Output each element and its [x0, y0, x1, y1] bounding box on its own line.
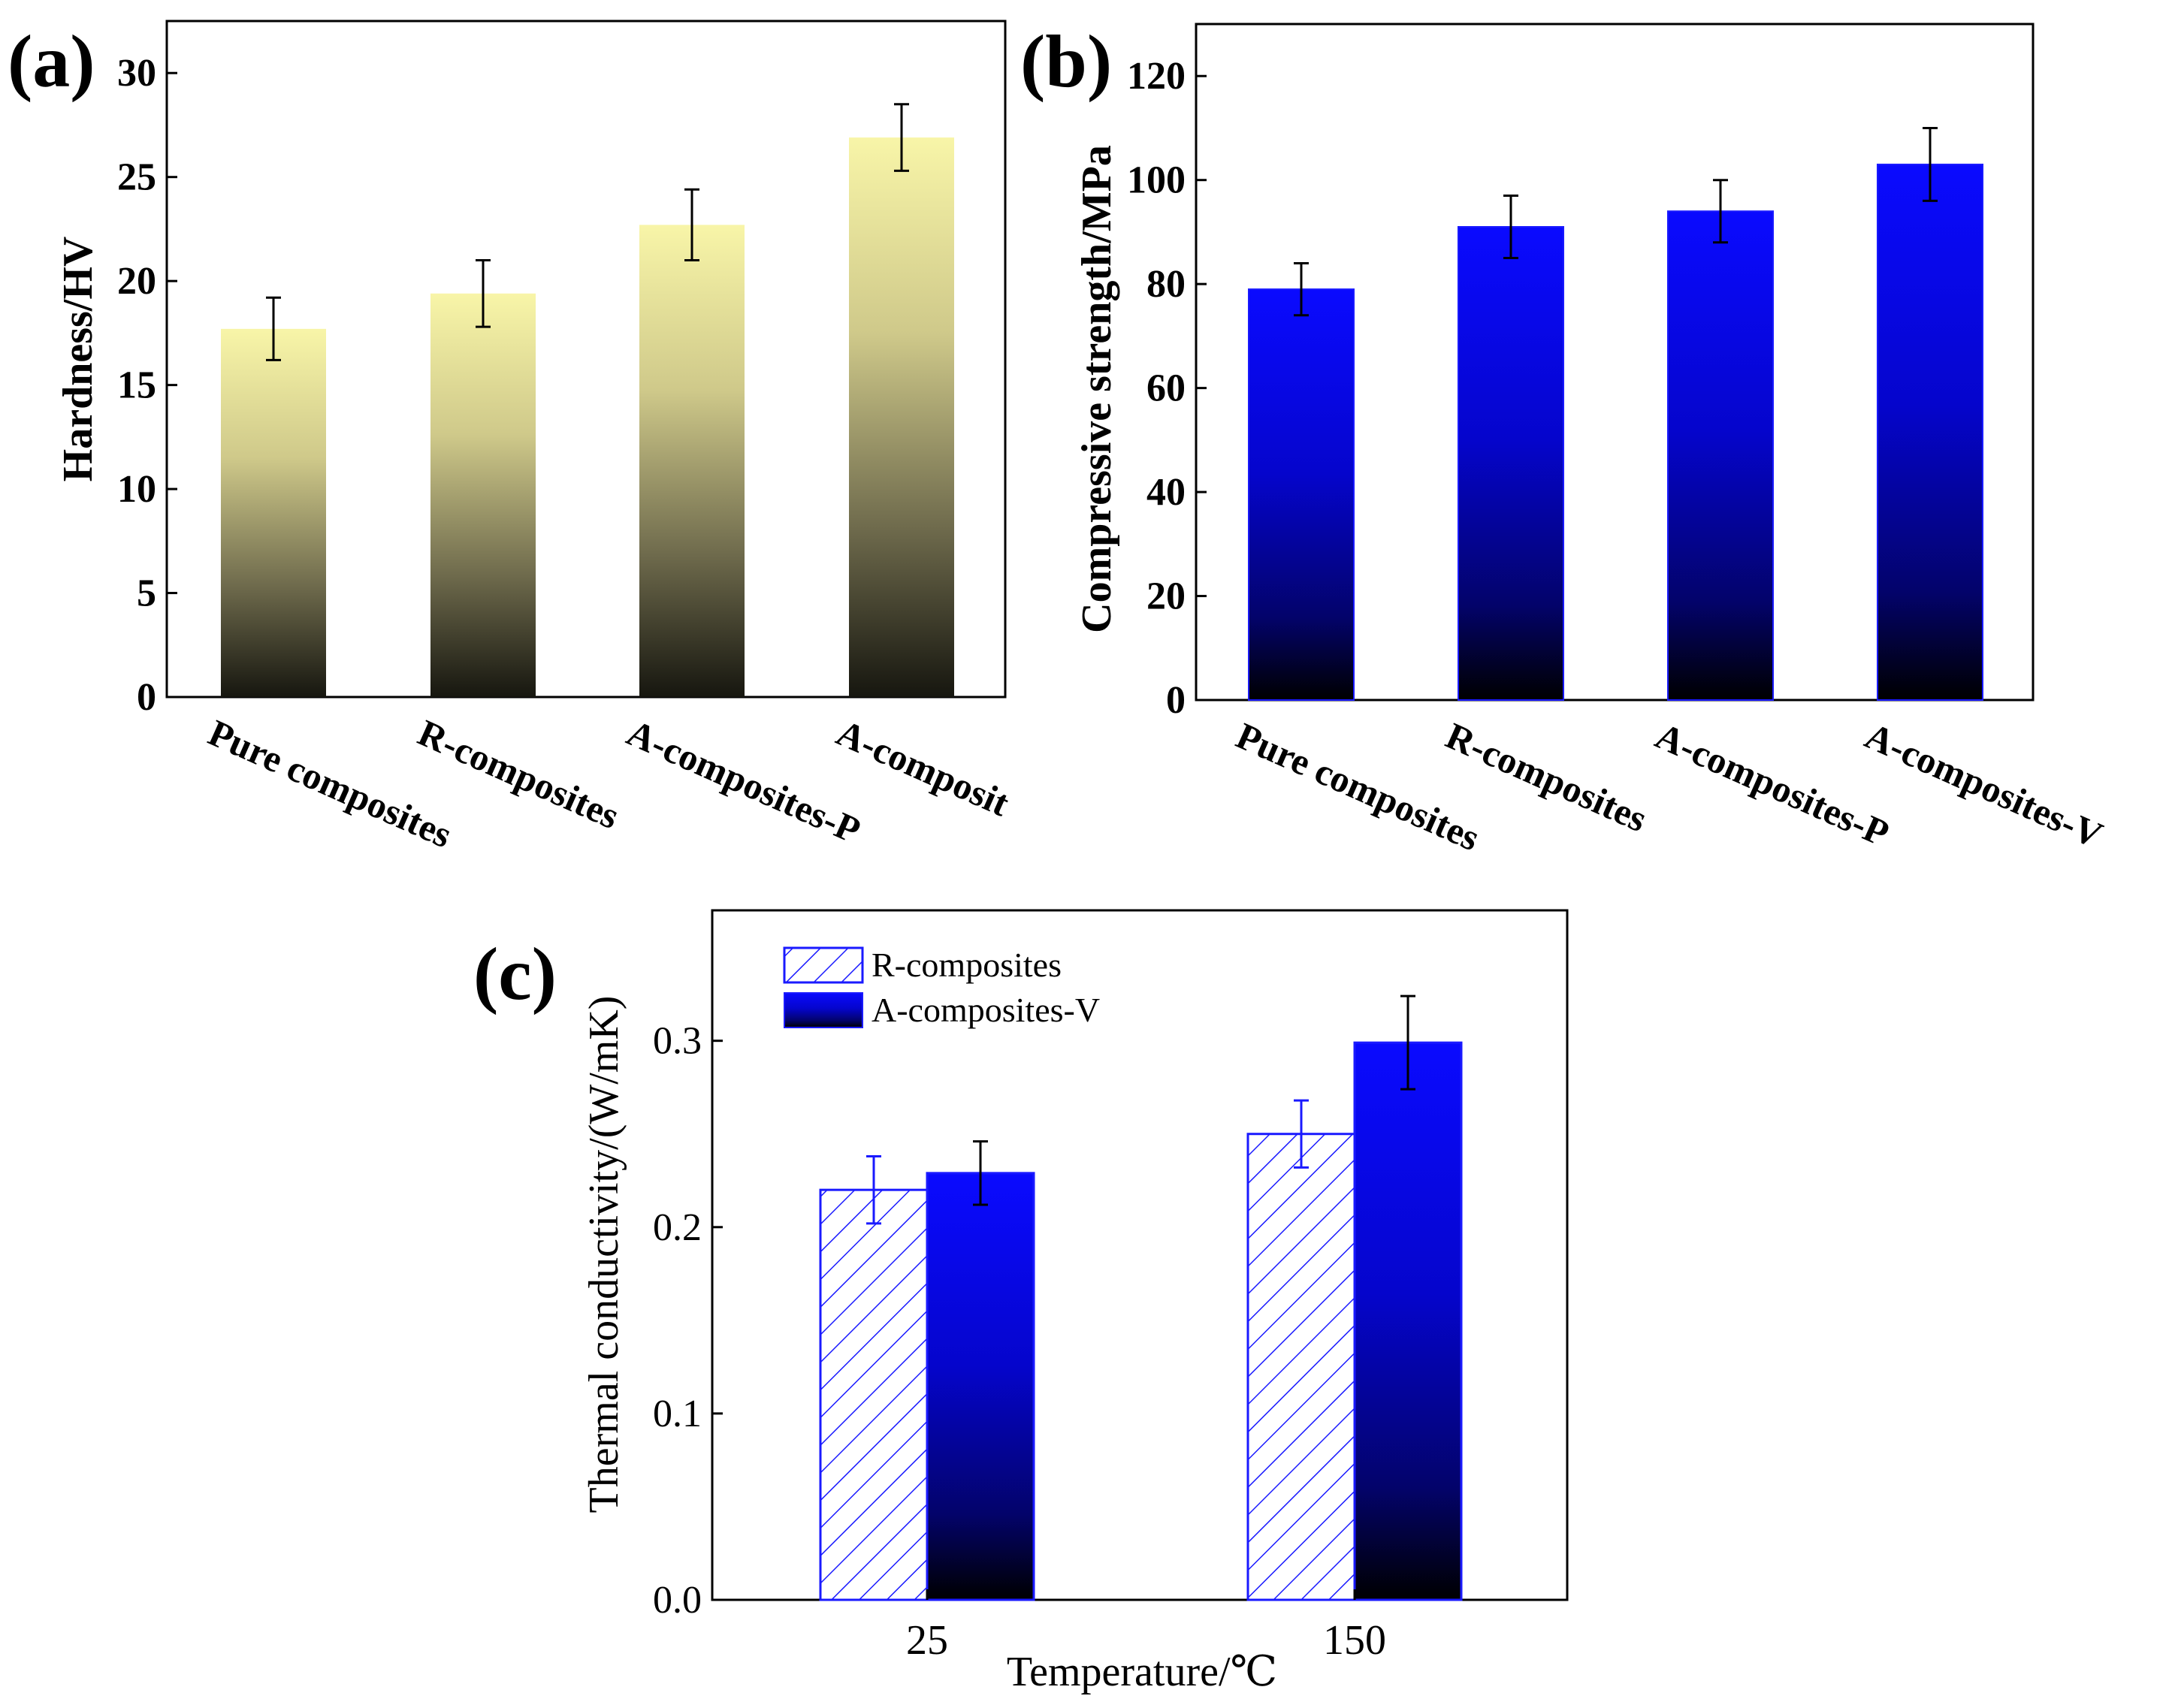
panel-b-label: (b): [1020, 20, 1112, 103]
c-ytick-label: 0.0: [653, 1579, 702, 1622]
b-ytick-label: 100: [1127, 159, 1186, 202]
b-bar: [1458, 226, 1564, 701]
panel-a-y-ticks: 0 5 10 15 20 25 30: [117, 52, 177, 719]
b-category-label: A-composites-V: [1859, 714, 2109, 856]
b-ytick-label: 60: [1146, 367, 1186, 410]
panel-a-plot-frame: [165, 20, 1007, 699]
panel-c-x-ticks: 25 150: [906, 1589, 1386, 1664]
panel-c-plot-frame: [711, 909, 1569, 1601]
panel-c-label: (c): [473, 932, 557, 1015]
panel-b-y-axis-label: Compressive strength/MPa: [1074, 145, 1120, 633]
a-ytick-label: 25: [117, 156, 156, 199]
panel-a-x-labels: Pure compositesR-compositesA-composites-…: [203, 711, 1016, 856]
panel-b-x-labels: Pure compositesR-compositesA-composites-…: [1231, 714, 2109, 859]
c-bar-r-composites: [819, 1188, 929, 1601]
b-category-label: A-composites-P: [1650, 714, 1896, 855]
b-ytick-label: 120: [1127, 55, 1186, 98]
c-ytick-label: 0.2: [653, 1206, 702, 1249]
c-xtick-label: 25: [906, 1617, 948, 1664]
panel-c-bars: [819, 994, 1463, 1601]
panel-c-x-axis-label: Temperature/℃: [1007, 1649, 1277, 1695]
a-ytick-label: 30: [117, 52, 156, 95]
panel-b-bars: [1248, 126, 1983, 702]
legend-swatch-a-composites-v: [784, 992, 863, 1028]
panel-a-hardness-chart: (a) Hardness/HV 0 5 10 15 20 25 30 Pure compos…: [8, 20, 1016, 856]
legend-label-r-composites: R-composites: [872, 946, 1062, 984]
c-ytick-label: 0.3: [653, 1020, 702, 1063]
panel-c-y-ticks: 0.0 0.1 0.2 0.3: [653, 1020, 723, 1622]
panel-a-label: (a): [8, 20, 95, 103]
b-bar: [1248, 288, 1355, 702]
panel-c-y-axis-label: Thermal conductivity/(W/mK): [581, 996, 627, 1513]
a-ytick-label: 5: [137, 572, 156, 615]
panel-a-bars: [221, 103, 954, 698]
c-xtick-label: 150: [1323, 1617, 1386, 1664]
legend-swatch-r-composites: [783, 946, 864, 984]
a-bar: [430, 293, 536, 697]
a-bar: [849, 137, 954, 698]
c-bar-a-composites-v: [926, 1172, 1035, 1601]
a-bar: [221, 328, 326, 697]
a-category-label: A-composites-P: [621, 711, 867, 852]
b-bar: [1667, 210, 1774, 701]
panel-c-thermal-chart: (c) Thermal conductivity/(W/mK) Temperat…: [473, 909, 1569, 1695]
a-ytick-label: 0: [137, 676, 156, 719]
a-bar: [639, 225, 745, 697]
panel-b-y-ticks: 0 20 40 60 80 100 120: [1127, 55, 1207, 722]
c-ytick-label: 0.1: [653, 1393, 702, 1435]
a-ytick-label: 15: [117, 364, 156, 407]
b-ytick-label: 20: [1146, 575, 1186, 618]
b-ytick-label: 40: [1146, 471, 1186, 514]
b-bar: [1877, 163, 1983, 701]
panel-a-y-axis-label: Hardness/HV: [55, 237, 101, 482]
b-ytick-label: 0: [1166, 679, 1186, 722]
a-ytick-label: 20: [117, 260, 156, 303]
a-ytick-label: 10: [117, 468, 156, 511]
c-bar-r-composites: [1246, 1133, 1356, 1601]
a-category-label: A-composit: [831, 711, 1016, 825]
panel-b-plot-frame: [1195, 23, 2035, 702]
b-ytick-label: 80: [1146, 263, 1186, 306]
c-bar-a-composites-v: [1353, 1041, 1463, 1601]
panel-b-compressive-chart: (b) Compressive strength/MPa 0 20 40 60 80 10…: [1020, 20, 2109, 859]
legend-label-a-composites-v: A-composites-V: [872, 991, 1100, 1029]
panel-c-legend: R-composites A-composites-V: [783, 946, 1100, 1029]
